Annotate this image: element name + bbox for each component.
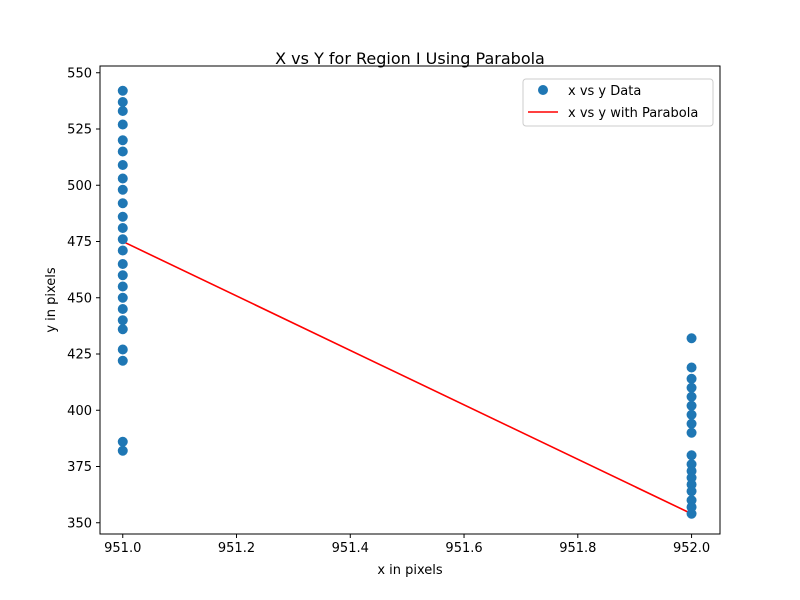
data-point <box>117 292 128 303</box>
legend-box <box>522 78 714 127</box>
data-point <box>686 508 697 519</box>
data-point <box>117 281 128 292</box>
data-point <box>686 373 697 384</box>
x-tick-label: 951.8 <box>559 541 596 556</box>
y-tick-label: 550 <box>67 66 92 81</box>
data-point <box>117 344 128 355</box>
legend: x vs y Data x vs y with Parabola <box>522 78 714 127</box>
data-point <box>117 160 128 170</box>
data-point <box>117 234 128 245</box>
chart-title: X vs Y for Region I Using Parabola <box>275 49 545 68</box>
y-tick-label: 350 <box>67 516 92 531</box>
x-tick-label: 951.6 <box>445 541 482 556</box>
axes-frame <box>99 65 721 535</box>
x-axis-ticks: 951.0 951.2 951.4 951.6 951.8 952.0 <box>104 534 710 556</box>
data-point <box>117 119 128 130</box>
y-tick-label: 400 <box>67 404 92 419</box>
data-point <box>686 333 697 344</box>
y-tick-label: 450 <box>67 291 92 306</box>
data-point <box>117 270 128 281</box>
data-point <box>686 486 697 497</box>
data-point <box>117 315 128 326</box>
data-point <box>117 245 128 256</box>
data-point <box>686 400 697 411</box>
x-tick-label: 951.2 <box>218 541 255 556</box>
data-point <box>117 198 128 209</box>
data-point <box>686 418 697 429</box>
data-point <box>117 146 128 157</box>
data-point <box>117 259 128 269</box>
data-point <box>117 85 128 96</box>
y-tick-label: 500 <box>67 179 92 194</box>
fit-line-series <box>122 240 692 515</box>
data-point <box>686 391 697 402</box>
x-tick-label: 951.0 <box>104 541 141 556</box>
fit-line <box>122 240 692 515</box>
data-point <box>117 445 128 456</box>
y-axis-label: y in pixels <box>44 267 59 333</box>
data-point <box>117 106 128 116</box>
data-points-series <box>117 85 697 519</box>
data-point <box>686 409 697 420</box>
y-tick-label: 525 <box>67 123 92 138</box>
plot-area: 951.0 951.2 951.4 951.6 951.8 952.0 350 375 400… <box>67 65 721 556</box>
x-tick-label: 951.4 <box>332 541 369 556</box>
data-point <box>117 324 128 335</box>
data-point <box>117 173 128 184</box>
y-axis-ticks: 350 375 400 425 450 475 500 525 550 <box>67 66 100 531</box>
x-axis-label: x in pixels <box>377 563 443 578</box>
data-point <box>686 427 697 438</box>
y-tick-label: 375 <box>67 460 92 475</box>
y-tick-label: 425 <box>67 348 92 363</box>
legend-label-parabola: x vs y with Parabola <box>568 106 698 121</box>
legend-label-data: x vs y Data <box>568 84 641 99</box>
data-point <box>686 362 697 373</box>
x-tick-label: 952.0 <box>673 541 710 556</box>
data-point <box>117 97 128 107</box>
data-point <box>117 223 128 233</box>
data-point <box>686 382 697 393</box>
data-point <box>117 304 128 314</box>
data-point <box>117 135 128 146</box>
data-point <box>686 450 697 461</box>
data-point <box>117 184 128 195</box>
y-tick-label: 475 <box>67 235 92 250</box>
legend-marker-data <box>538 85 548 95</box>
data-point <box>117 436 128 447</box>
data-point <box>117 211 128 222</box>
data-point <box>117 355 128 366</box>
